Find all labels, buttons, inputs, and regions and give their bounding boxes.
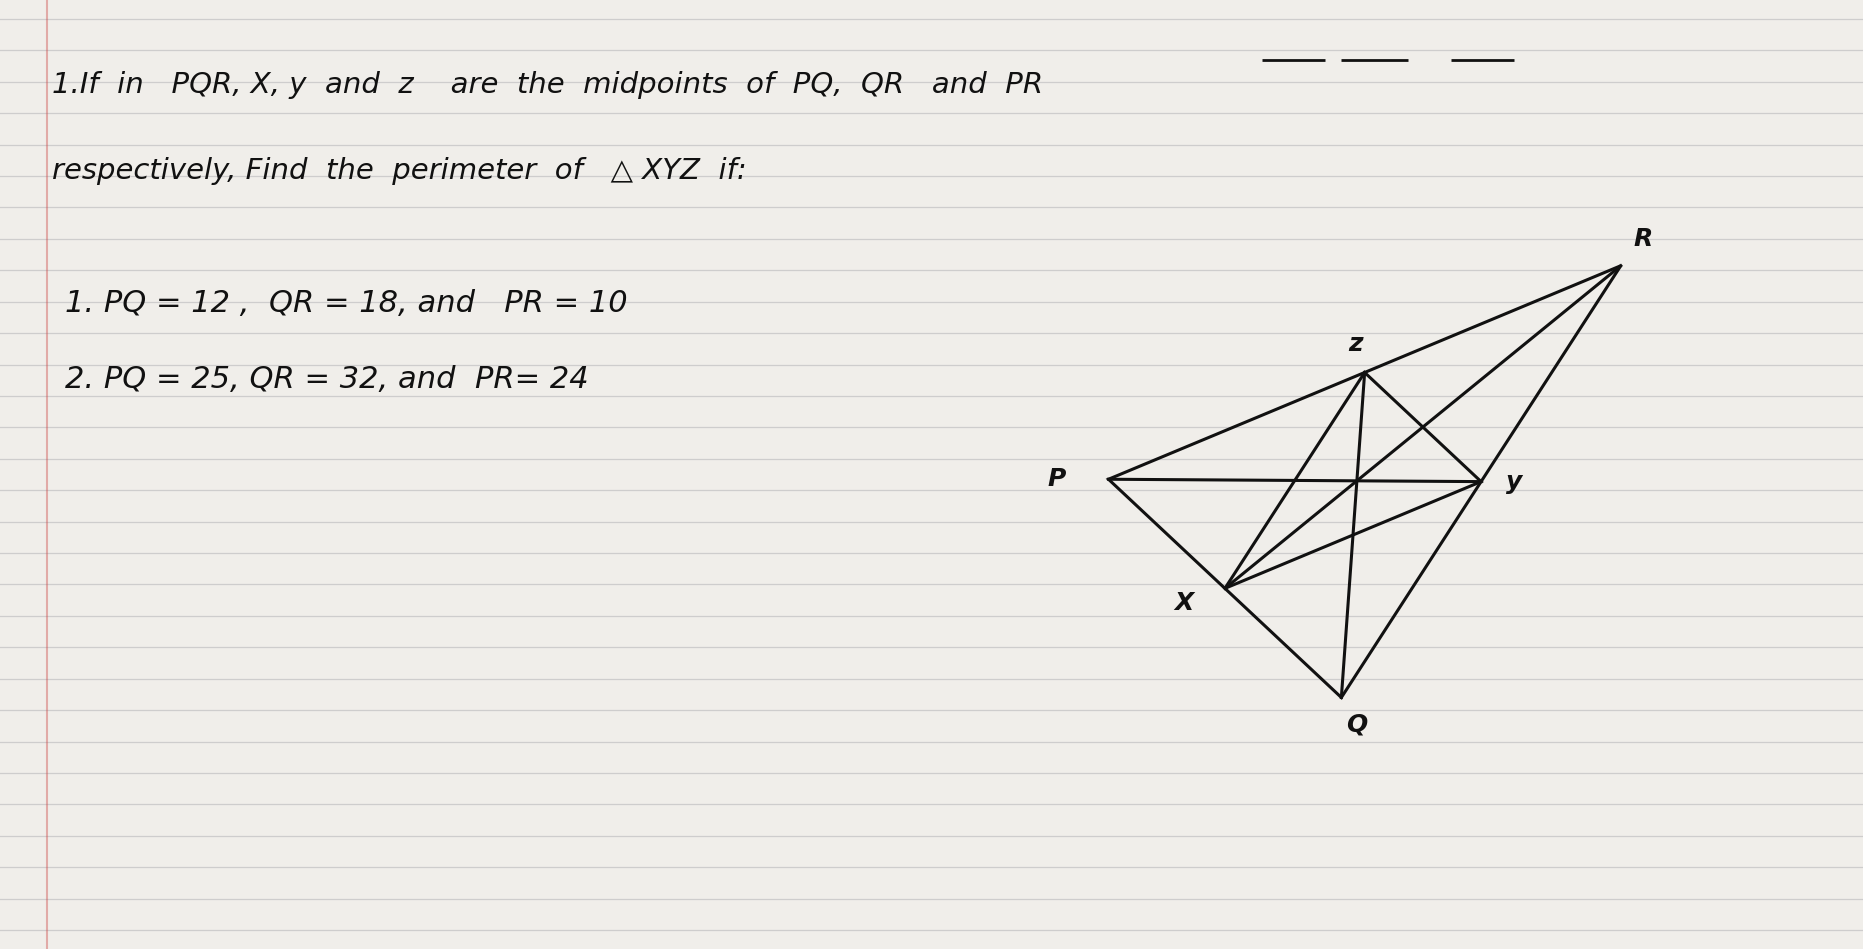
Text: Q: Q [1345, 712, 1367, 736]
Text: 2. PQ = 25, QR = 32, and  PR= 24: 2. PQ = 25, QR = 32, and PR= 24 [65, 365, 589, 394]
Text: y: y [1507, 470, 1522, 493]
Text: z: z [1349, 332, 1362, 356]
Text: X: X [1174, 590, 1194, 615]
Text: P: P [1047, 467, 1066, 492]
Text: respectively, Find  the  perimeter  of   △ XYZ  if:: respectively, Find the perimeter of △ XY… [52, 157, 747, 185]
Text: R: R [1634, 227, 1652, 251]
Text: 1. PQ = 12 ,  QR = 18, and   PR = 10: 1. PQ = 12 , QR = 18, and PR = 10 [65, 289, 628, 318]
Text: 1.If  in   PQR, X, y  and  z    are  the  midpoints  of  PQ,  QR   and  PR: 1.If in PQR, X, y and z are the midpoint… [52, 71, 1043, 100]
